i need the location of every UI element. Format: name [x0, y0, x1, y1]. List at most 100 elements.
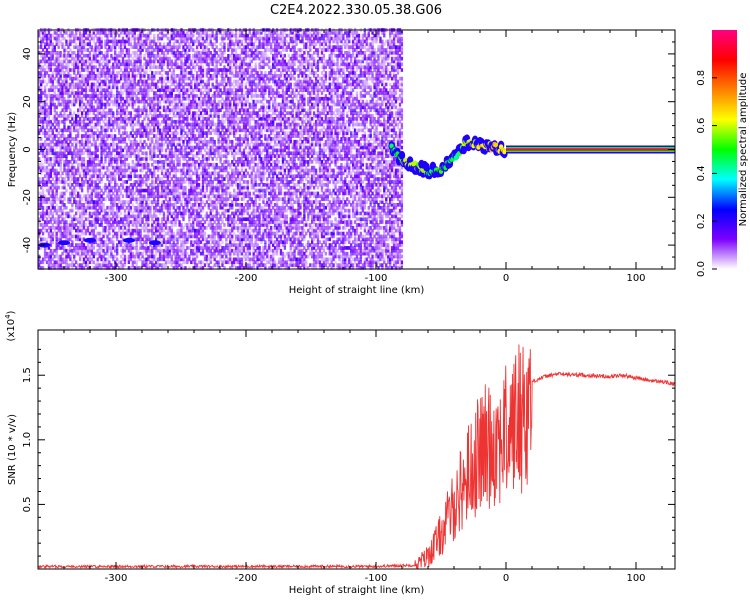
spectrogram-cell [110, 134, 113, 138]
spectrogram-cell [121, 223, 125, 227]
spectrogram-cell [40, 105, 43, 110]
spectrogram-cell [170, 145, 173, 150]
spectrogram-cell [155, 145, 158, 150]
spectrogram-cell [55, 33, 58, 38]
spectrogram-cell [119, 217, 123, 222]
spectrogram-cell [194, 105, 197, 110]
spectrogram-cell [166, 157, 170, 161]
spectrogram-cell [116, 88, 119, 92]
spectrogram-cell [127, 266, 131, 270]
spectrogram-cell [155, 53, 158, 58]
spectrogram-cell [77, 217, 80, 222]
spectrogram-cell [168, 162, 172, 167]
spectrogram-cell [186, 45, 189, 49]
spectrogram-cell [155, 234, 158, 239]
spectrogram-cell [153, 62, 156, 67]
spectrogram-cell [65, 180, 68, 184]
spectrogram-cell [92, 39, 95, 44]
spectrogram-cell [114, 180, 117, 184]
spectrogram-cell [190, 79, 193, 84]
spectrogram-cell [88, 145, 92, 150]
spectrogram-cell [57, 139, 60, 144]
spectrogram-cell [98, 119, 101, 124]
spectrogram-cell [195, 208, 199, 213]
spectrogram-cell [199, 246, 203, 250]
spectrogram-cell [182, 76, 185, 81]
spectrogram-cell [192, 56, 195, 61]
spectrogram-cell [108, 188, 111, 193]
spectrogram-cell [147, 174, 150, 179]
spectrogram-cell [186, 194, 189, 199]
spectrogram-cell [153, 36, 156, 41]
spectrogram-cell [127, 91, 131, 95]
spectrogram-cell [75, 82, 78, 87]
spectrogram-cell [108, 183, 111, 187]
spectrogram-cell [55, 251, 58, 256]
spectrogram-cell [143, 102, 146, 107]
spectrogram-cell [172, 191, 175, 196]
spectrogram-cell [151, 82, 154, 87]
spectrogram-cell [188, 102, 191, 107]
spectrogram-cell [197, 197, 201, 201]
spectrogram-cell [67, 177, 70, 181]
spectrogram-cell [172, 142, 175, 147]
spectrogram-cell [197, 33, 201, 38]
spectrogram-cell [192, 99, 195, 104]
spectrogram-cell [188, 111, 191, 115]
spectrogram-cell [149, 56, 152, 61]
spectrogram-cell [41, 108, 45, 113]
spectrogram-cell [195, 62, 199, 67]
spectrogram-cell [153, 48, 156, 52]
spectrogram-cell [119, 183, 123, 187]
spectrogram-cell [53, 260, 56, 265]
spectrogram-cell [43, 62, 47, 67]
spectrogram-cell [75, 154, 78, 158]
spectrogram-cell [59, 214, 62, 219]
spectrogram-cell [199, 114, 203, 118]
spectrogram-cell [168, 139, 172, 144]
spectrogram-cell [47, 234, 51, 239]
spectrogram-cell [197, 185, 201, 190]
spectrogram-cell [127, 168, 131, 173]
spectrogram-cell [59, 59, 62, 64]
spectrogram-cell [131, 134, 134, 138]
spectrogram-cell [160, 248, 164, 253]
spectrogram-cell [168, 171, 172, 176]
spectrogram-cell [94, 208, 97, 213]
spectrogram-cell [108, 82, 111, 87]
spectrogram-cell [151, 88, 154, 92]
spectrogram-cell [168, 157, 172, 161]
spectrogram-cell [73, 65, 76, 70]
spectrogram-cell [71, 85, 74, 90]
spectrogram-cell [57, 33, 60, 38]
spectrogram-cell [162, 228, 166, 233]
spectrogram-cell [57, 197, 60, 201]
spectrogram-cell [172, 71, 175, 75]
spectrogram-cell [100, 131, 103, 135]
spectrogram-cell [71, 165, 74, 170]
spectrogram-cell [168, 240, 172, 244]
spectrogram-cell [203, 226, 207, 230]
spectrogram-cell [114, 183, 117, 187]
spectrogram-cell [131, 33, 134, 38]
spectrogram-cell [123, 188, 127, 193]
spectrogram-cell [139, 257, 142, 262]
spectrogram-cell [63, 134, 66, 138]
spectrogram-cell [194, 76, 197, 81]
spectrogram-cell [102, 214, 105, 219]
spectrogram-cell [61, 157, 64, 161]
spectrogram-cell [151, 217, 154, 222]
spectrogram-cell [47, 263, 51, 267]
spectrogram-cell [135, 82, 138, 87]
spectrogram-cell [57, 214, 60, 219]
spectrogram-cell [59, 42, 62, 47]
spectrogram-cell [153, 174, 156, 179]
spectrogram-cell [133, 71, 136, 75]
spectrogram-cell [71, 162, 74, 167]
spectrogram-cell [129, 102, 133, 107]
spectrogram-cell [195, 128, 199, 133]
spectrogram-cell [139, 203, 142, 207]
spectrogram-cell [45, 197, 49, 201]
spectrogram-cell [51, 231, 54, 236]
spectrogram-cell [67, 162, 70, 167]
